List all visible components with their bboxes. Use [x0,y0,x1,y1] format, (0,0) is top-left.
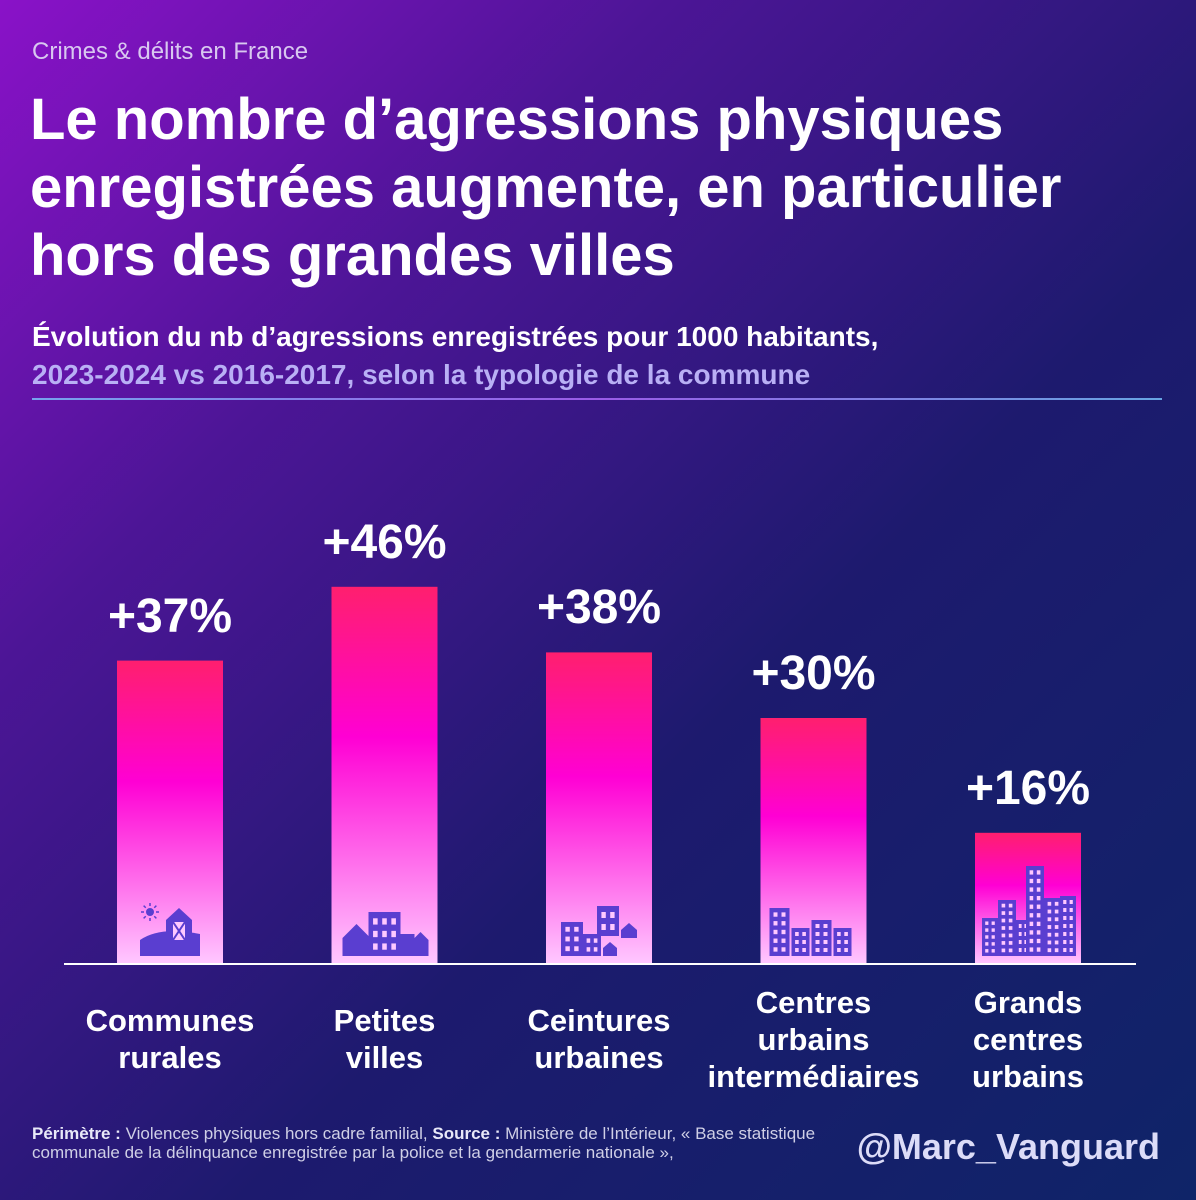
source-text: Ministère de l’Intérieur, « Base statist… [32,1124,816,1162]
value-label-1: +46% [322,515,447,569]
footnote: Périmètre : Violences physiques hors cad… [32,1124,822,1162]
value-label-3: +30% [751,647,876,700]
category-label-0: Communes rurales [85,1003,255,1075]
kicker: Crimes & délits en France [32,38,309,65]
big-city-icon [982,866,1076,956]
suburb-icon [561,906,637,956]
value-label-0: +37% [107,589,233,643]
farm-icon [140,903,200,956]
value-label-2: +38% [536,581,662,635]
category-label-3: Centres urbains intermédiaires [707,985,920,1094]
small-town-icon [342,912,429,956]
mid-city-icon [769,908,852,956]
category-label-4: Grands centres urbains [972,985,1084,1094]
bar-1 [331,586,438,964]
subtitle-line-2: 2023-2024 vs 2016-2017, selon la typolog… [32,359,811,390]
chart-title: Le nombre d’agressions physiques enregis… [30,87,1062,288]
category-label-2: Ceintures urbaines [527,1003,671,1075]
perimetre-label: Périmètre : [32,1124,121,1143]
subtitle-line-1: Évolution du nb d’agressions enregistrée… [32,321,879,352]
source-label: Source : [432,1124,501,1143]
author-handle: @Marc_Vanguard [856,1126,1160,1167]
perimetre-text: Violences physiques hors cadre familial, [125,1124,428,1143]
value-label-4: +16% [965,761,1091,815]
category-label-1: Petites villes [333,1003,436,1075]
chart-subtitle: Évolution du nb d’agressions enregistrée… [32,318,878,394]
bar-0 [117,660,223,964]
header-divider [32,398,1162,400]
